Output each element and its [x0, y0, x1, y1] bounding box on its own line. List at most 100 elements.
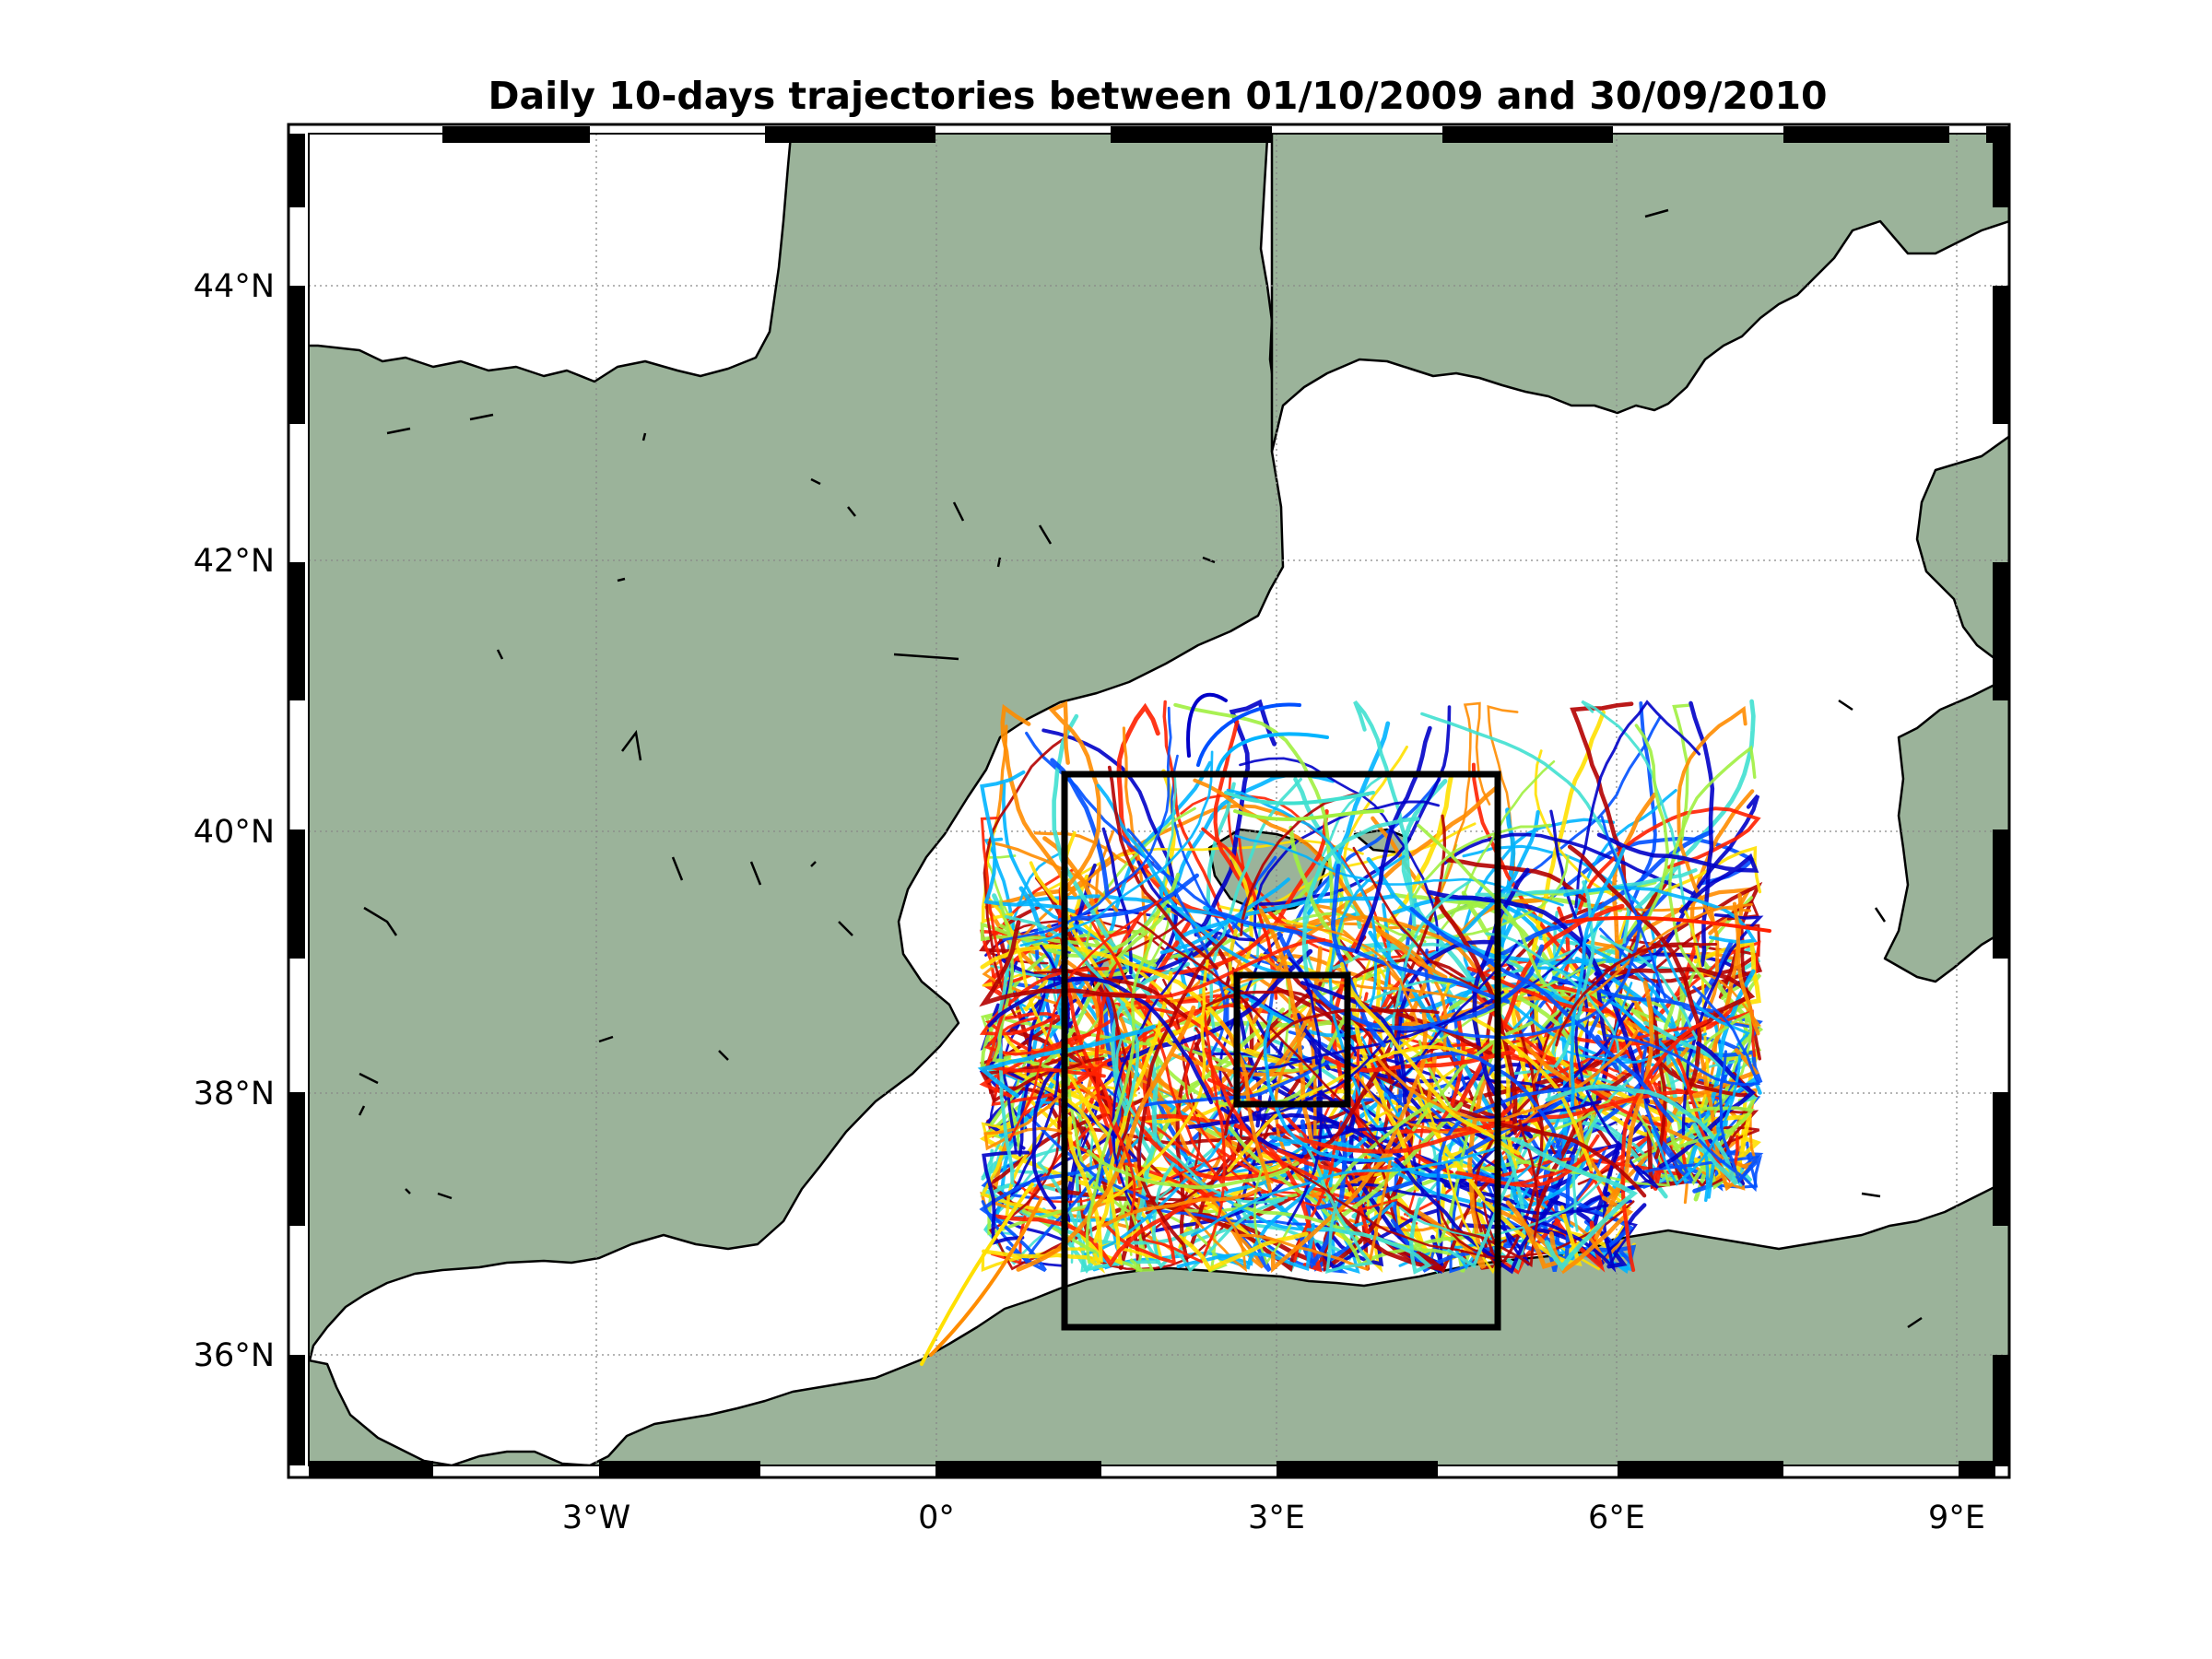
- trajectory-lines: [920, 692, 1771, 1366]
- trajectory-line: [1301, 817, 1420, 975]
- trajectory-line: [980, 1006, 1109, 1197]
- frame-left-bar: [288, 134, 305, 1465]
- trajectory-line: [1081, 806, 1196, 972]
- trajectory-line: [1366, 856, 1657, 966]
- trajectory-line: [1523, 1150, 1620, 1273]
- trajectory-line: [1609, 967, 1756, 1017]
- trajectory-line: [1398, 1181, 1602, 1237]
- trajectory-line: [1409, 906, 1675, 1124]
- trajectory-line: [920, 1182, 1034, 1366]
- trajectory-line: [1000, 703, 1077, 898]
- trajectory-line: [1641, 1027, 1753, 1192]
- trajectory-line: [1307, 1100, 1602, 1139]
- trajectory-line: [1098, 1216, 1177, 1265]
- trajectory-line: [982, 1115, 1103, 1264]
- trajectory-line: [1417, 823, 1547, 987]
- trajectory-line: [1651, 1054, 1741, 1186]
- trajectory-line: [1660, 939, 1750, 1046]
- trajectory-line: [1405, 1051, 1562, 1159]
- trajectory-line: [1596, 832, 1759, 913]
- trajectory-line: [1389, 879, 1472, 1048]
- trajectory-line: [996, 933, 1018, 1185]
- inland-lake-marks: [358, 208, 1923, 1329]
- trajectory-line: [1112, 950, 1194, 1210]
- trajectory-line: [1218, 1136, 1368, 1270]
- study-regions: [1061, 771, 1501, 1331]
- trajectory-line: [1115, 1038, 1288, 1205]
- trajectory-line: [1008, 898, 1163, 1142]
- trajectory-line: [1270, 1011, 1429, 1274]
- lat-tick-label: 42°N: [194, 543, 275, 580]
- trajectory-line: [986, 724, 1119, 912]
- lon-tick-label: 6°E: [1588, 1500, 1645, 1536]
- trajectory-line: [1557, 794, 1760, 986]
- trajectory-line: [1352, 846, 1479, 990]
- trajectory-line: [1563, 886, 1758, 945]
- trajectory-line: [1532, 903, 1753, 1084]
- trajectory-line: [1630, 724, 1670, 950]
- longitude-tick-labels: 3°W 0° 3°E 6°E 9°E: [562, 1500, 1985, 1536]
- lon-tick-label: 3°E: [1248, 1500, 1305, 1536]
- lat-tick-label: 44°N: [194, 268, 275, 305]
- trajectory-line: [1440, 701, 1491, 893]
- sardinia-island: [1883, 677, 2009, 983]
- trajectory-line: [1417, 1078, 1504, 1275]
- latitude-tick-labels: 36°N 38°N 40°N 42°N 44°N: [194, 268, 275, 1374]
- trajectory-line: [1339, 1049, 1538, 1135]
- trajectory-line: [988, 1079, 1066, 1271]
- trajectory-line: [1047, 839, 1364, 891]
- trajectory-line: [1277, 931, 1545, 1031]
- trajectory-line: [1064, 1035, 1136, 1214]
- trajectory-line: [1051, 968, 1191, 1021]
- trajectory-line: [1190, 1146, 1501, 1237]
- trajectory-line: [1337, 854, 1570, 940]
- trajectory-line: [1578, 806, 1761, 911]
- trajectory-line: [1442, 832, 1694, 896]
- trajectory-line: [1145, 1000, 1227, 1264]
- frame-right-bar: [1993, 134, 2009, 1465]
- trajectory-line: [1677, 705, 1747, 929]
- trajectory-line: [1625, 924, 1760, 958]
- trajectory-line: [1600, 815, 1666, 999]
- trajectory-line: [1646, 1125, 1685, 1189]
- trajectory-line: [1359, 948, 1575, 1006]
- trajectory-line: [1186, 1112, 1453, 1190]
- trajectory-line: [1209, 777, 1302, 1039]
- trajectory-line: [984, 1012, 1126, 1068]
- trajectory-line: [1041, 728, 1179, 984]
- trajectory-line: [1238, 1152, 1393, 1272]
- trajectory-line: [1466, 966, 1611, 1014]
- trajectory-line: [1446, 1169, 1517, 1269]
- trajectory-line: [1646, 995, 1667, 1159]
- trajectory-line: [1237, 1034, 1391, 1120]
- lat-tick-label: 38°N: [194, 1076, 275, 1112]
- trajectory-line: [1554, 880, 1595, 1068]
- trajectory-line: [977, 1024, 1157, 1099]
- trajectory-line: [1450, 1103, 1568, 1270]
- lat-tick-label: 40°N: [194, 814, 275, 851]
- trajectory-line: [1228, 1125, 1490, 1268]
- trajectory-line: [929, 1196, 1043, 1357]
- trajectory-line: [1571, 1063, 1648, 1232]
- trajectory-line: [1002, 706, 1172, 941]
- trajectory-line: [984, 1009, 1106, 1078]
- map-frame: [287, 123, 2011, 1479]
- trajectory-line: [1555, 942, 1718, 1047]
- trajectory-line: [1134, 808, 1329, 975]
- trajectory-line: [1101, 1187, 1262, 1228]
- trajectory-line: [1570, 847, 1626, 1107]
- trajectory-line: [980, 770, 1076, 913]
- trajectory-line: [1196, 702, 1301, 767]
- trajectory-line: [1086, 1149, 1300, 1190]
- trajectory-line: [987, 977, 1214, 1105]
- trajectory-line: [992, 1189, 1221, 1268]
- trajectory-line: [1653, 900, 1760, 971]
- trajectory-line: [982, 1150, 1030, 1245]
- corsica-island: [1915, 435, 2009, 665]
- trajectory-line: [1574, 993, 1659, 1189]
- trajectory-line: [1171, 1198, 1285, 1273]
- inner-region-box: [1233, 971, 1351, 1108]
- trajectory-line: [1087, 914, 1229, 1192]
- trajectory-line: [1224, 791, 1375, 806]
